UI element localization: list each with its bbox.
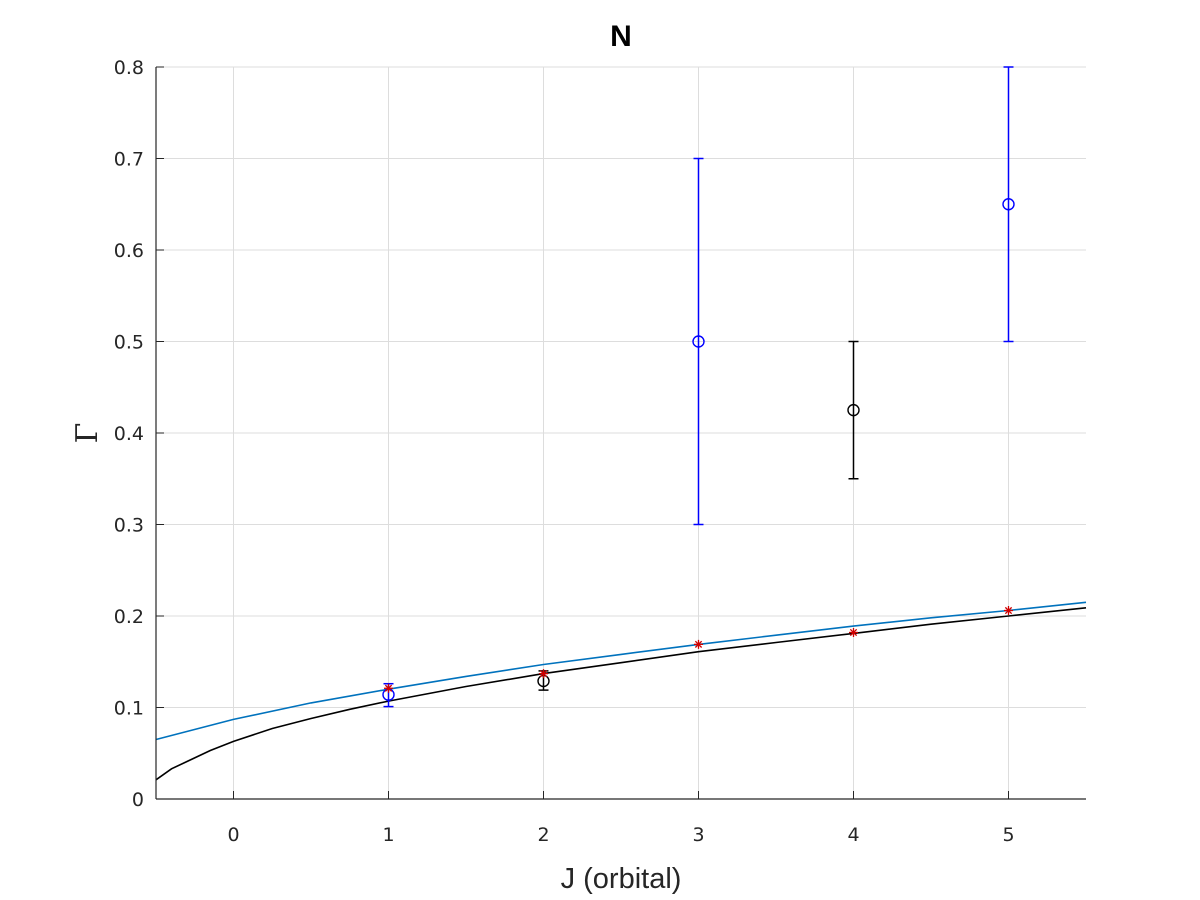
data-point-asterisk (694, 639, 703, 649)
fit-curve (155, 601, 1087, 741)
axes (155, 66, 1086, 800)
grid (156, 66, 1086, 800)
y-tick-label: 0 (132, 789, 144, 811)
x-axis-label: J (orbital) (561, 863, 682, 895)
data-point-asterisk (539, 669, 548, 679)
y-tick-label: 0.3 (114, 515, 144, 537)
data-point-circle (1002, 198, 1015, 211)
y-tick-label: 0.2 (114, 606, 144, 628)
curves (155, 601, 1087, 781)
data-point-asterisk (384, 683, 393, 693)
data-point-asterisk (1004, 606, 1013, 616)
x-tick-label: 0 (227, 824, 239, 846)
data-point-circle (847, 403, 860, 417)
y-tick-label: 0.1 (114, 698, 144, 720)
markers (382, 198, 1015, 701)
fit-curve (155, 607, 1087, 781)
x-tick-label: 4 (847, 824, 859, 846)
data-point-circle (692, 335, 705, 348)
data-point-asterisk (849, 627, 858, 637)
y-tick-label: 0.6 (114, 240, 144, 262)
x-tick-label: 2 (537, 824, 549, 846)
y-tick-label: 0.4 (114, 423, 144, 445)
y-axis-label: Γ (70, 423, 105, 444)
x-tick-label: 5 (1002, 824, 1014, 846)
y-tick-label: 0.7 (114, 149, 144, 171)
y-tick-label: 0.8 (114, 57, 144, 79)
error-bars (383, 66, 1014, 708)
x-tick-label: 3 (692, 824, 704, 846)
chart-title: N (610, 20, 632, 53)
x-tick-label: 1 (382, 824, 394, 846)
y-tick-label: 0.5 (114, 332, 144, 354)
tick-labels: 0 1 2 3 4 5 0 0.1 0.2 0.3 0.4 0.5 0.6 0.7 0.8 (114, 57, 1015, 846)
